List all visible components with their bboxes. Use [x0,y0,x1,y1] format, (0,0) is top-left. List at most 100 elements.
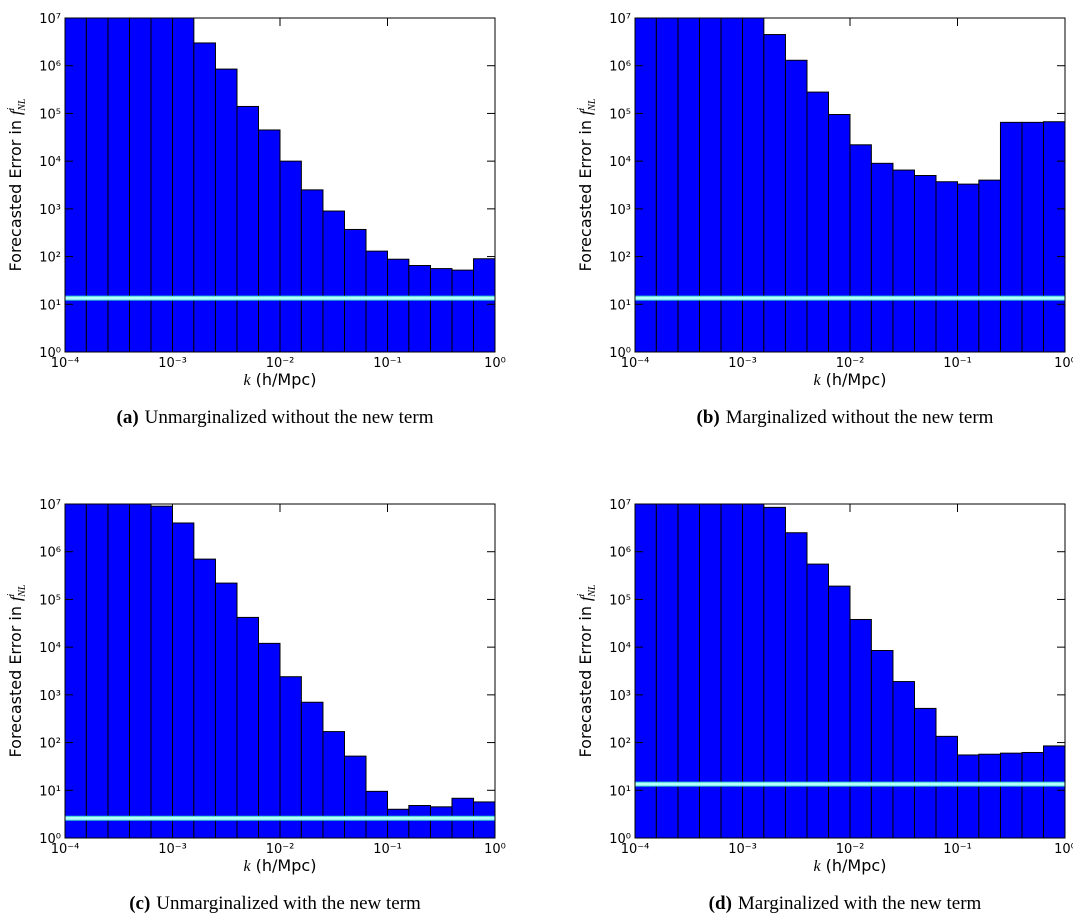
bar [655,17,679,353]
y-tick-label: 10¹ [609,298,631,313]
y-axis-symbol: f [8,108,25,115]
caption: (b) Marginalized without the new term [697,407,994,428]
bar [150,505,174,839]
bar [172,17,195,353]
bar [258,129,281,353]
y-tick-label: 10⁵ [609,107,631,122]
bar [64,17,87,353]
x-tick-label: 10⁻¹ [373,842,402,857]
bar [408,804,431,839]
x-tick-label: 10⁰ [1054,842,1073,857]
x-axis-label: k (h/Mpc) [244,370,317,389]
caption-text: Unmarginalized without the new term [145,407,434,428]
x-tick-label: 10⁰ [1054,356,1073,371]
bar [64,503,87,839]
bar [128,17,152,353]
bar [784,532,808,839]
y-axis-symbol: f [578,594,595,601]
bar [236,105,260,353]
bar [806,563,830,839]
x-tick-label: 10⁻⁴ [621,842,650,857]
y-axis-label: Forecasted Error in fiNL [6,98,28,271]
y-tick-label: 10⁶ [609,60,631,75]
caption: (d) Marginalized with the new term [709,893,982,914]
y-axis-symbol: f [8,594,25,601]
bar [1021,121,1045,353]
bar [913,175,937,353]
bar [957,754,980,839]
y-axis-label: Forecasted Error in fiNL [576,584,598,757]
bar [763,506,786,839]
caption: (c) Unmarginalized with the new term [129,893,421,914]
x-tick-label: 10⁻³ [158,842,187,857]
bar [258,642,281,839]
bar [870,650,894,839]
bar [742,503,765,839]
y-tick-label: 10³ [609,689,631,704]
y-tick-label: 10⁵ [609,593,631,608]
bar [1043,745,1066,839]
y-tick-label: 10⁷ [39,12,61,27]
subplot: 10⁰ 10¹ 10² 10³ 10⁴ 10⁵ 10⁶ 10⁷ 10⁻⁴ 10⁻³ 10⁻² 10⁻¹… [6,498,506,914]
y-axis-label: Forecasted Error in fiNL [6,584,28,757]
x-axis-symbol: k [244,858,252,875]
caption: (a) Unmarginalized without the new term [117,407,434,428]
bar [720,503,744,839]
bar [279,676,302,839]
x-tick-label: 10⁻¹ [373,356,402,371]
bar [978,179,1001,353]
bar [172,522,195,839]
x-tick-label: 10⁰ [484,356,506,371]
y-axis-symbol: f [578,108,595,115]
x-tick-label: 10⁻¹ [943,356,972,371]
y-tick-label: 10² [609,737,631,752]
y-tick-label: 10⁵ [39,593,61,608]
bar [365,790,388,839]
y-tick-label: 10⁰ [39,832,61,847]
bar [85,17,109,353]
y-axis-sub: NL [17,98,28,112]
bar [279,160,302,353]
bar [655,503,679,839]
y-tick-label: 10⁶ [609,546,631,561]
x-axis-symbol: k [814,858,822,875]
y-tick-label: 10² [39,737,61,752]
bar [451,269,475,353]
bar [828,113,851,353]
x-tick-label: 10⁻³ [728,842,757,857]
bar [677,17,700,353]
x-tick-label: 10⁻² [266,842,295,857]
x-axis-label: k (h/Mpc) [814,370,887,389]
bar [999,121,1023,353]
y-axis-text: Forecasted Error in [6,606,25,757]
subplot: 10⁰ 10¹ 10² 10³ 10⁴ 10⁵ 10⁶ 10⁷ 10⁻⁴ 10⁻³ 10⁻² 10⁻¹… [576,498,1073,914]
y-axis-sup: i [6,594,17,597]
bar [473,258,496,353]
bar [806,91,830,353]
bar [913,707,937,839]
bar [978,753,1001,839]
y-axis-text: Forecasted Error in [6,120,25,271]
bar [935,181,959,353]
x-tick-label: 10⁻³ [728,356,757,371]
y-tick-label: 10⁷ [609,498,631,513]
bar [429,806,453,839]
x-tick-label: 10⁻⁴ [51,356,80,371]
bar [892,169,915,353]
y-axis-sup: i [6,108,17,111]
x-tick-label: 10⁻¹ [943,842,972,857]
bar [742,17,765,353]
x-axis-label: k (h/Mpc) [814,856,887,875]
y-axis-text: Forecasted Error in [576,120,595,271]
bar [1043,121,1066,353]
x-tick-label: 10⁻² [266,356,295,371]
bar [214,68,238,353]
y-tick-label: 10¹ [39,298,61,313]
bar [999,752,1023,839]
bar [849,618,872,839]
x-tick-label: 10⁻⁴ [621,356,650,371]
x-tick-label: 10⁰ [484,842,506,857]
subplot: 10⁰ 10¹ 10² 10³ 10⁴ 10⁵ 10⁶ 10⁷ 10⁻⁴ 10⁻³ 10⁻² 10⁻¹… [576,12,1073,428]
y-tick-label: 10⁶ [39,60,61,75]
